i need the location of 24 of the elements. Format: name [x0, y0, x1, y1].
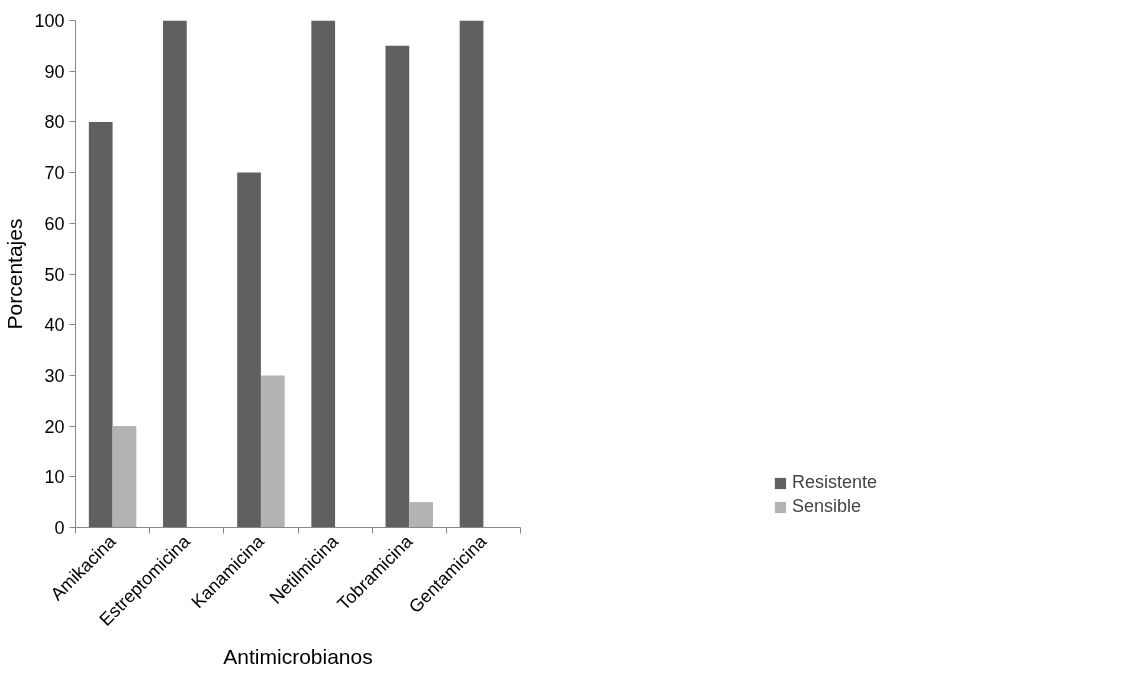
y-tick-label: 30 [44, 365, 65, 386]
bar [112, 426, 137, 528]
bar [88, 121, 113, 528]
y-tick-label: 40 [44, 315, 65, 336]
bar [459, 20, 484, 528]
x-axis-title: Antimicrobianos [223, 644, 373, 668]
bar [260, 375, 285, 528]
bar [409, 502, 433, 528]
y-tick-label: 100 [34, 11, 65, 31]
bar [385, 45, 410, 528]
y-tick-label: 70 [44, 163, 65, 184]
legend-label: Resistente [791, 472, 878, 493]
bar [311, 20, 336, 528]
bar [163, 20, 187, 528]
y-tick-label: 90 [44, 61, 65, 82]
y-tick-label: 20 [44, 416, 65, 437]
bar [237, 172, 261, 528]
y-tick-label: 80 [44, 112, 65, 133]
legend-label: Sensible [791, 496, 862, 517]
y-axis-title: Porcentajes [3, 218, 27, 330]
y-tick-label: 0 [54, 518, 65, 538]
y-tick-label: 50 [44, 264, 65, 285]
y-tick-label: 10 [44, 467, 65, 488]
y-tick-label: 60 [44, 213, 65, 234]
